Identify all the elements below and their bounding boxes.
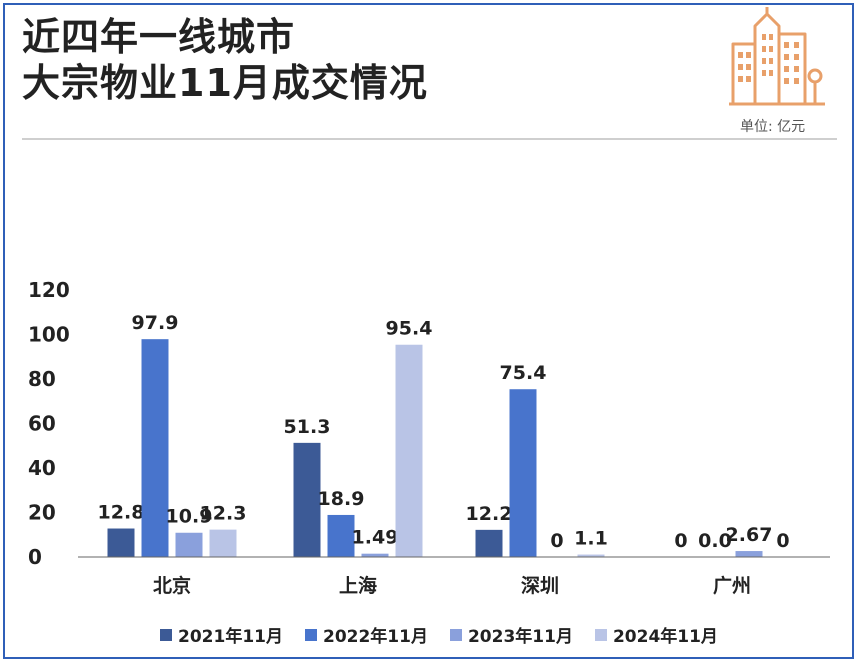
bar [293,442,321,557]
bar [735,551,763,557]
bar-value-label: 0.0 [698,530,732,552]
y-tick-label: 80 [28,367,56,391]
bar-value-label: 10.9 [166,506,213,528]
y-tick-label: 60 [28,412,56,436]
legend-swatch [594,628,607,641]
title-line-1: 近四年一线城市 [22,15,296,59]
bar [475,529,503,557]
bar-value-label: 0 [776,530,789,552]
bar [141,339,169,557]
bar-value-label: 75.4 [500,362,547,384]
bar-value-label: 1.1 [574,528,608,550]
bar-value-label: 0 [674,530,687,552]
legend-item: 2021年11月 [160,622,283,647]
bar-value-label: 18.9 [318,488,365,510]
legend-item: 2022年11月 [304,622,428,647]
bar [107,528,135,557]
building-icon [729,7,825,106]
bar-value-label: 97.9 [132,312,179,334]
legend-item: 2024年11月 [594,622,718,647]
bar [361,553,389,557]
bar-value-label: 12.3 [200,503,247,525]
legend-item: 2023年11月 [449,622,573,647]
y-tick-label: 0 [28,545,42,569]
bar-value-label: 95.4 [386,318,433,340]
y-tick-label: 20 [28,501,56,525]
x-category-label: 深圳 [521,574,559,597]
legend-label: 2022年11月 [322,627,428,647]
legend-swatch [160,628,172,641]
title-line-2: 大宗物业11月成交情况 [22,61,428,105]
legend-label: 2024年11月 [612,627,718,647]
bar [577,554,605,557]
bar-value-label: 12.2 [466,503,513,525]
legend-swatch [449,628,462,641]
legend-label: 2023年11月 [467,627,573,647]
bar-value-label: 1.49 [352,527,399,549]
title-divider [22,138,837,140]
legend-swatch [304,628,317,641]
bar-value-label: 12.8 [98,502,145,524]
bar-value-label: 51.3 [284,416,331,438]
bar-value-label: 2.67 [726,524,773,546]
y-tick-label: 100 [28,323,70,347]
x-category-label: 广州 [713,574,751,597]
bar [395,344,423,557]
legend-label: 2021年11月 [178,627,283,647]
legend: 2021年11月 2022年11月 2023年11月 2024年11月 [160,622,718,647]
bar [327,514,355,557]
bar [509,389,537,557]
y-tick-label: 40 [28,456,56,480]
bar [175,532,203,557]
unit-label: 单位: 亿元 [740,119,806,135]
y-tick-label: 120 [28,278,70,302]
bar-value-label: 0 [550,530,563,552]
x-category-label: 上海 [339,574,377,597]
x-category-label: 北京 [153,574,191,597]
chart-title: 近四年一线城市 大宗物业11月成交情况 [22,14,428,106]
bar [209,529,237,557]
